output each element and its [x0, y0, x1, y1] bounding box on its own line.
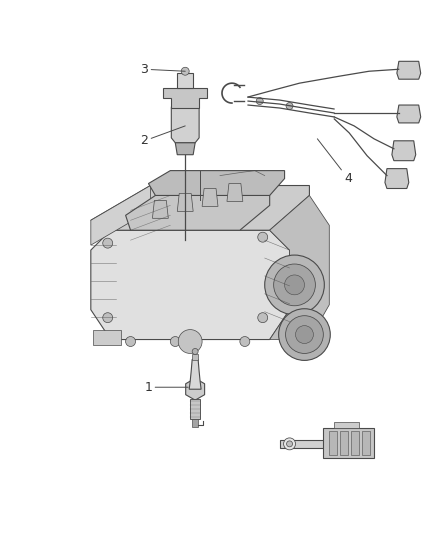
Polygon shape: [177, 73, 193, 88]
Polygon shape: [91, 185, 150, 245]
Circle shape: [178, 329, 202, 353]
Circle shape: [170, 336, 180, 346]
Circle shape: [286, 441, 293, 447]
Circle shape: [286, 102, 293, 109]
Polygon shape: [189, 359, 201, 389]
Polygon shape: [91, 185, 309, 230]
Bar: [190, 399, 200, 419]
Ellipse shape: [265, 255, 324, 314]
Circle shape: [256, 98, 263, 104]
Polygon shape: [152, 200, 168, 219]
Polygon shape: [279, 440, 327, 448]
Polygon shape: [385, 168, 409, 189]
Ellipse shape: [274, 264, 315, 306]
Polygon shape: [93, 329, 120, 344]
Text: 1: 1: [145, 381, 188, 394]
Polygon shape: [126, 196, 270, 230]
Text: 4: 4: [318, 139, 352, 185]
Bar: [192, 419, 198, 427]
Polygon shape: [334, 422, 359, 428]
Polygon shape: [186, 378, 205, 400]
Ellipse shape: [279, 309, 330, 360]
Circle shape: [103, 313, 113, 322]
Ellipse shape: [286, 316, 323, 353]
Circle shape: [258, 232, 268, 242]
Polygon shape: [227, 183, 243, 201]
Circle shape: [103, 238, 113, 248]
Polygon shape: [323, 428, 374, 458]
Polygon shape: [177, 193, 193, 212]
Ellipse shape: [296, 326, 314, 343]
Polygon shape: [175, 143, 195, 155]
Polygon shape: [202, 189, 218, 206]
Ellipse shape: [285, 275, 304, 295]
Text: 3: 3: [141, 63, 185, 76]
Circle shape: [181, 67, 189, 75]
Polygon shape: [392, 141, 416, 160]
Circle shape: [283, 438, 296, 450]
Polygon shape: [148, 171, 285, 196]
Bar: [362, 431, 370, 455]
Bar: [351, 431, 359, 455]
Circle shape: [240, 336, 250, 346]
Circle shape: [192, 349, 198, 354]
Bar: [192, 354, 198, 360]
Polygon shape: [91, 230, 290, 340]
Text: 2: 2: [141, 126, 185, 147]
Polygon shape: [171, 93, 199, 143]
Circle shape: [258, 313, 268, 322]
Polygon shape: [397, 61, 421, 79]
Bar: [329, 431, 337, 455]
Polygon shape: [163, 88, 207, 108]
Polygon shape: [270, 196, 329, 340]
Circle shape: [126, 336, 135, 346]
Polygon shape: [397, 105, 421, 123]
Bar: [340, 431, 348, 455]
